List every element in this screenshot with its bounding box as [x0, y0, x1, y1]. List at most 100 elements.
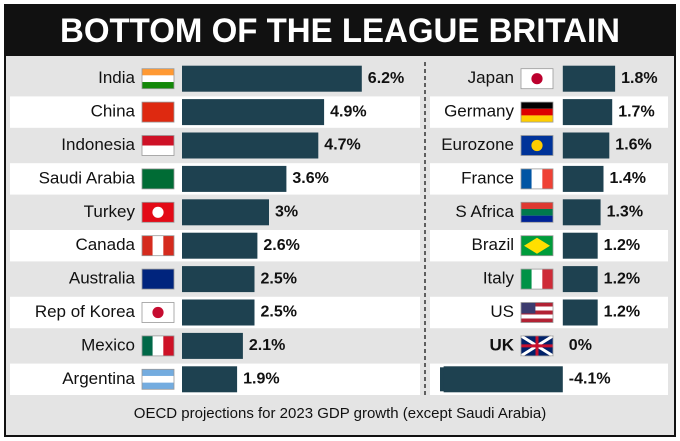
flag-stripe [521, 202, 553, 209]
value-label: 0% [569, 337, 592, 354]
category-label: UK [489, 335, 514, 354]
bar [562, 99, 613, 126]
caption: OECD projections for 2023 GDP growth (ex… [134, 405, 546, 422]
title-band [6, 6, 674, 56]
value-label: 2.1% [249, 337, 285, 354]
category-label: Argentina [62, 369, 135, 388]
bar [182, 366, 238, 393]
flag-stripe [142, 82, 174, 89]
flag-stripe [521, 168, 532, 189]
flag-disc [152, 306, 164, 319]
flag-border [141, 201, 175, 223]
category-label: France [461, 168, 514, 187]
flag-stripe [142, 68, 174, 76]
flag-stripe [142, 335, 153, 356]
flag-stripe [142, 375, 174, 383]
flag [520, 201, 554, 223]
flag-border [141, 235, 175, 257]
value-label: 1.8% [621, 70, 657, 87]
flag [520, 101, 554, 123]
flag-stripe [163, 235, 174, 256]
flag-stripe [521, 102, 553, 109]
flag [141, 368, 175, 390]
category-label: Mexico [81, 335, 135, 354]
bar [562, 199, 601, 226]
value-label: 3.6% [292, 170, 328, 187]
category-label: China [91, 102, 136, 121]
flag-border [520, 68, 554, 90]
flag-stripe [142, 382, 174, 390]
flag-stripe [521, 314, 553, 319]
flag-border [520, 135, 554, 156]
bar [562, 132, 610, 159]
bar [562, 65, 616, 92]
flag-border [141, 68, 175, 90]
category-label: Australia [69, 269, 136, 288]
category-label: Germany [444, 102, 514, 121]
flag [141, 201, 175, 223]
bar [562, 165, 604, 192]
flag-canton [521, 302, 536, 314]
flag [141, 335, 175, 357]
flag [520, 135, 554, 156]
title: BOTTOM OF THE LEAGUE BRITAIN [60, 12, 620, 50]
flag-stripe [142, 369, 174, 376]
flag-border [141, 101, 175, 123]
flag-stripe [152, 235, 164, 256]
flag [141, 268, 175, 290]
bar [182, 165, 287, 192]
flag [141, 302, 175, 323]
flag [520, 235, 554, 257]
flag [520, 68, 554, 90]
value-label: 2.5% [261, 304, 297, 321]
bar [182, 132, 319, 159]
value-label: 3% [275, 204, 298, 221]
bar [182, 332, 243, 359]
flag-stripe [521, 269, 532, 290]
flag [141, 135, 175, 156]
bar [443, 366, 563, 393]
flag-stripe [521, 208, 553, 216]
flag-stripe [542, 168, 553, 189]
bar [562, 299, 598, 326]
flag-border [520, 268, 554, 290]
bar [182, 232, 258, 259]
flag-border [141, 302, 175, 323]
flag-diamond [524, 237, 550, 254]
flag [520, 334, 554, 358]
flag-field [142, 269, 174, 290]
flag-stripe [531, 269, 543, 290]
bar [562, 232, 598, 259]
flag-border [520, 101, 554, 123]
flag-stripe [531, 168, 543, 189]
flag-stripe [521, 306, 553, 311]
flag-stripe [521, 108, 553, 116]
category-label: Saudi Arabia [39, 168, 136, 187]
flag-stripe [152, 335, 164, 356]
bar [182, 65, 362, 92]
flag-border [141, 168, 175, 190]
flag-stripe [142, 235, 153, 256]
flag [520, 268, 554, 290]
category-label: Canada [75, 235, 135, 254]
flag [141, 168, 175, 190]
value-label: 2.5% [261, 270, 297, 287]
flag-cross [521, 335, 553, 356]
bar [562, 266, 598, 293]
flag-border [141, 135, 175, 156]
value-label: -4.1% [569, 371, 611, 388]
flag-field [142, 168, 174, 189]
category-label: Eurozone [441, 135, 514, 154]
value-label: 1.3% [607, 204, 643, 221]
bar [182, 99, 325, 126]
category-label: Turkey [84, 202, 136, 221]
bar [182, 266, 255, 293]
category-label: US [490, 302, 514, 321]
flag-disc [531, 139, 543, 152]
bar [182, 199, 269, 226]
flag-disc [152, 206, 164, 218]
flag-stripe [142, 75, 174, 83]
flag-stripe [521, 310, 553, 315]
flag-border [141, 368, 175, 390]
value-label: 1.4% [609, 170, 645, 187]
